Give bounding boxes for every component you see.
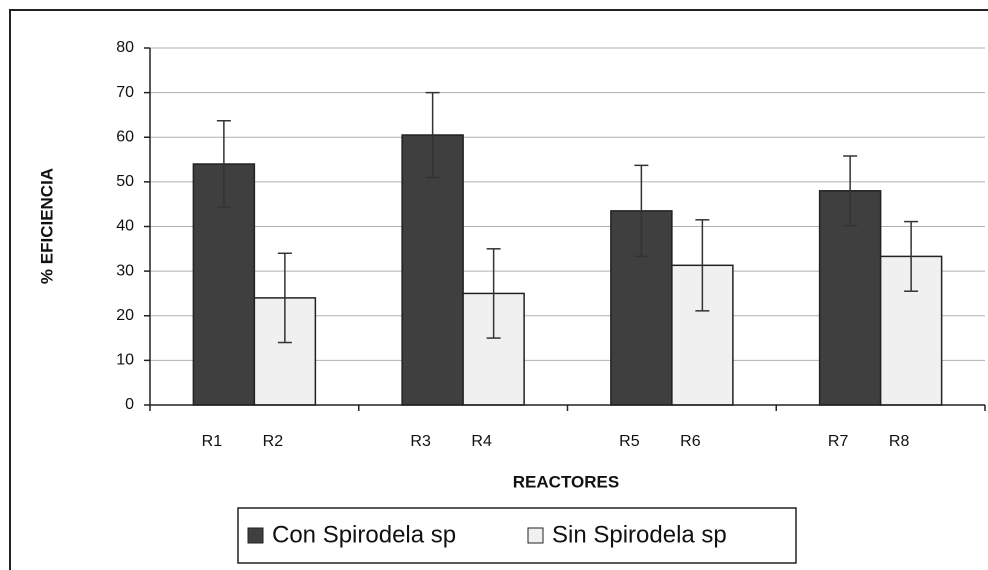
x-tick-label: R7	[828, 433, 849, 450]
y-tick-label: 10	[116, 352, 134, 369]
y-tick-label: 60	[116, 128, 134, 145]
legend-swatch	[527, 527, 544, 544]
x-tick-label: R3	[410, 433, 431, 450]
legend-box	[237, 507, 797, 564]
y-axis-title: % EFICIENCIA	[37, 168, 56, 284]
legend-label: Sin Spirodela sp	[552, 521, 727, 548]
x-axis-title: REACTORES	[513, 472, 619, 491]
y-tick-label: 20	[116, 307, 134, 324]
frame	[9, 9, 988, 570]
legend-swatch	[247, 527, 264, 544]
x-tick-label: R8	[889, 433, 910, 450]
x-tick-label: R4	[471, 433, 492, 450]
legend-label: Con Spirodela sp	[272, 521, 456, 548]
x-tick-label: R6	[680, 433, 701, 450]
x-tick-label: R5	[619, 433, 640, 450]
y-tick-label: 50	[116, 173, 134, 190]
y-tick-label: 80	[116, 39, 134, 56]
y-tick-label: 70	[116, 84, 134, 101]
y-tick-label: 30	[116, 262, 134, 279]
y-tick-label: 40	[116, 218, 134, 235]
bar	[818, 190, 882, 406]
x-tick-label: R2	[263, 433, 284, 450]
y-tick-label: 0	[125, 396, 134, 413]
x-tick-label: R1	[202, 433, 223, 450]
